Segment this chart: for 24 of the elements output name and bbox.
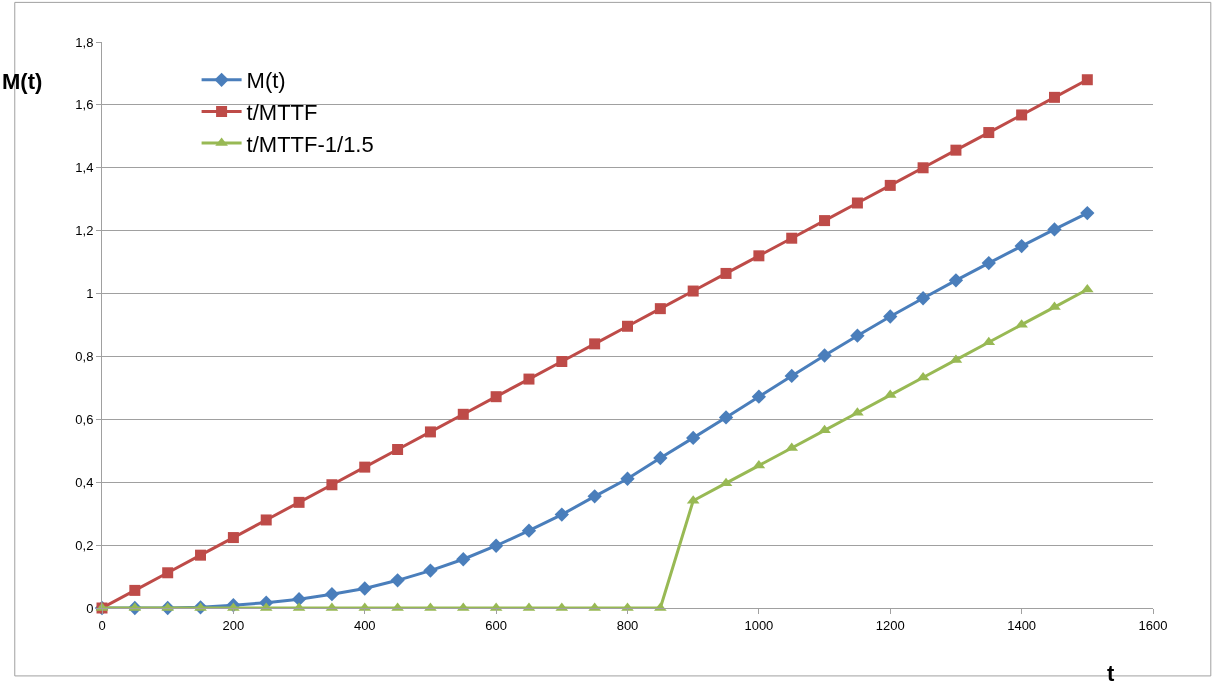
y-tick-label: 1,6 xyxy=(75,97,94,113)
y-axis-title: M(t) xyxy=(2,69,43,94)
legend-label: t/MTTF xyxy=(246,99,318,125)
x-tick-label: 400 xyxy=(353,617,376,633)
y-tick-label: 1 xyxy=(86,286,94,302)
x-tick-label: 1600 xyxy=(1138,617,1168,633)
y-tick-label: 0,8 xyxy=(75,348,94,364)
x-tick-label: 0 xyxy=(98,617,106,633)
y-tick-label: 1,8 xyxy=(75,34,94,50)
x-tick-label: 800 xyxy=(616,617,639,633)
x-tick-label: 1400 xyxy=(1007,617,1037,633)
y-tick-label: 0,6 xyxy=(75,411,94,427)
y-tick-label: 1,4 xyxy=(75,160,94,176)
legend-label: M(t) xyxy=(246,68,286,94)
y-tick-label: 1,2 xyxy=(75,223,94,239)
y-tick-label: 0,2 xyxy=(75,537,94,553)
x-tick-label: 1200 xyxy=(875,617,905,633)
x-tick-label: 1000 xyxy=(744,617,774,633)
y-tick-label: 0 xyxy=(86,600,94,616)
x-axis-title: t xyxy=(1107,661,1115,685)
x-tick-label: 200 xyxy=(222,617,245,633)
y-tick-label: 0,4 xyxy=(75,474,94,490)
x-tick-label: 600 xyxy=(485,617,507,633)
legend-label: t/MTTF-1/1.5 xyxy=(246,131,374,157)
